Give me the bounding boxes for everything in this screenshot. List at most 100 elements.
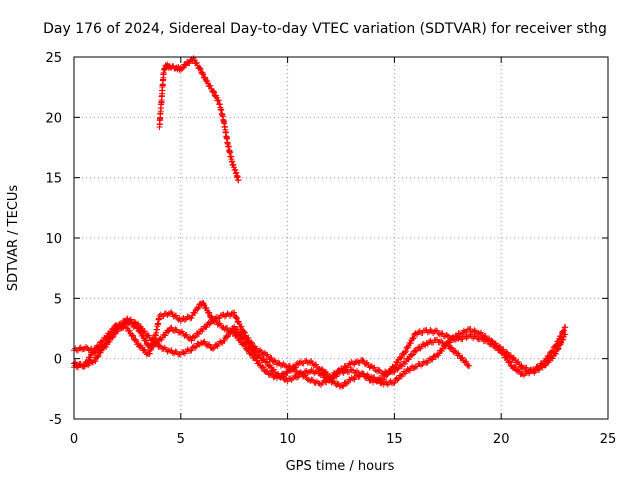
x-tick-label: 10 bbox=[279, 432, 296, 447]
data-point bbox=[169, 349, 176, 356]
data-point bbox=[292, 364, 299, 371]
data-point bbox=[191, 334, 198, 341]
data-point bbox=[251, 348, 258, 355]
data-point bbox=[466, 362, 473, 369]
data-point bbox=[95, 353, 102, 360]
data-point bbox=[407, 340, 414, 347]
data-point bbox=[260, 355, 267, 362]
data-point bbox=[340, 382, 347, 389]
data-point bbox=[156, 342, 163, 349]
series-arc-c bbox=[71, 315, 569, 390]
x-axis-label: GPS time / hours bbox=[286, 459, 395, 474]
data-point bbox=[197, 65, 204, 72]
data-point bbox=[450, 336, 457, 343]
data-point bbox=[482, 333, 489, 340]
data-point bbox=[216, 315, 223, 322]
data-point bbox=[264, 359, 271, 366]
data-point bbox=[411, 364, 418, 371]
x-tick-label: 25 bbox=[600, 432, 617, 447]
data-point bbox=[300, 371, 307, 378]
data-point bbox=[164, 348, 171, 355]
data-point bbox=[297, 370, 304, 377]
x-tick-label: 5 bbox=[177, 432, 185, 447]
data-point bbox=[339, 383, 346, 390]
data-point bbox=[446, 339, 453, 346]
data-point bbox=[380, 376, 387, 383]
data-point bbox=[245, 340, 252, 347]
data-point bbox=[211, 344, 218, 351]
data-point bbox=[94, 354, 101, 361]
data-point bbox=[464, 326, 471, 333]
data-point bbox=[237, 330, 244, 337]
data-point bbox=[394, 376, 401, 383]
x-tick-label: 15 bbox=[386, 432, 403, 447]
data-point bbox=[127, 316, 134, 323]
data-point bbox=[293, 374, 300, 381]
data-point bbox=[160, 313, 167, 320]
data-point bbox=[130, 332, 137, 339]
chart-title: Day 176 of 2024, Sidereal Day-to-day VTE… bbox=[43, 21, 607, 37]
data-point bbox=[279, 373, 286, 380]
data-point bbox=[323, 379, 330, 386]
data-point bbox=[206, 341, 213, 348]
data-point bbox=[409, 351, 416, 358]
data-point bbox=[199, 69, 206, 76]
data-point bbox=[209, 345, 216, 352]
data-point bbox=[263, 358, 270, 365]
data-point bbox=[109, 331, 116, 338]
data-point bbox=[179, 64, 186, 71]
data-point bbox=[434, 336, 441, 343]
data-point bbox=[275, 359, 282, 366]
data-point bbox=[339, 366, 346, 373]
data-point bbox=[395, 375, 402, 382]
data-point bbox=[439, 330, 446, 337]
data-point bbox=[555, 345, 562, 352]
data-point bbox=[185, 313, 192, 320]
data-point bbox=[165, 328, 172, 335]
data-point bbox=[162, 332, 169, 339]
data-point bbox=[256, 352, 263, 359]
data-point bbox=[235, 177, 242, 184]
data-point bbox=[316, 380, 323, 387]
data-point bbox=[442, 343, 449, 350]
data-point bbox=[398, 354, 405, 361]
data-point bbox=[231, 309, 238, 316]
x-tick-label: 0 bbox=[70, 432, 78, 447]
data-point bbox=[145, 332, 152, 339]
data-point bbox=[212, 93, 219, 100]
data-point bbox=[420, 358, 427, 365]
data-point bbox=[233, 313, 240, 320]
data-point bbox=[542, 361, 549, 368]
data-point bbox=[418, 362, 425, 369]
data-point bbox=[215, 97, 222, 104]
data-point bbox=[271, 366, 278, 373]
data-point bbox=[348, 366, 355, 373]
data-point bbox=[463, 329, 470, 336]
data-point bbox=[456, 330, 463, 337]
data-point bbox=[181, 316, 188, 323]
data-point bbox=[160, 345, 167, 352]
data-point bbox=[319, 370, 326, 377]
data-point bbox=[333, 371, 340, 378]
data-point bbox=[350, 360, 357, 367]
data-point bbox=[394, 366, 401, 373]
data-point bbox=[106, 336, 113, 343]
data-point bbox=[244, 339, 251, 346]
data-point bbox=[186, 60, 193, 67]
data-point bbox=[371, 364, 378, 371]
data-point bbox=[359, 356, 366, 363]
data-point bbox=[500, 346, 507, 353]
y-tick-label: 25 bbox=[45, 51, 62, 66]
data-point bbox=[264, 368, 271, 375]
data-point bbox=[410, 335, 417, 342]
data-point bbox=[444, 332, 451, 339]
data-point bbox=[257, 347, 264, 354]
data-point bbox=[83, 344, 90, 351]
data-point bbox=[173, 312, 180, 319]
y-axis-label: SDTVAR / TECUs bbox=[6, 185, 21, 292]
data-point bbox=[320, 371, 327, 378]
data-point bbox=[404, 344, 411, 351]
data-point bbox=[188, 337, 195, 344]
data-point bbox=[520, 366, 527, 373]
